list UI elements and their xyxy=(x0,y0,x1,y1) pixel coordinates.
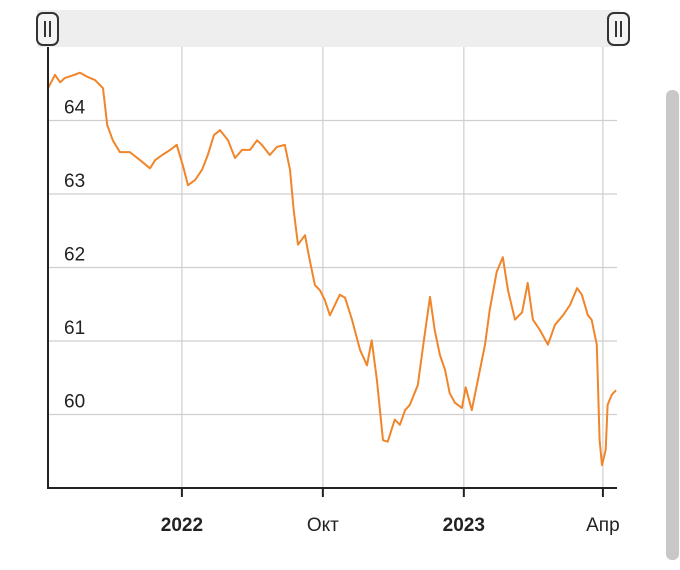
navigator-handle-right[interactable] xyxy=(607,12,630,46)
x-tick-label: 2023 xyxy=(443,515,485,536)
y-tick-label: 61 xyxy=(64,318,85,339)
x-tick-label: Апр xyxy=(586,515,620,536)
x-tick-label: Окт xyxy=(307,515,339,536)
line-series xyxy=(47,71,617,467)
y-tick-label: 63 xyxy=(64,171,85,192)
y-tick-label: 64 xyxy=(64,98,86,119)
x-tick-label: 2022 xyxy=(161,515,203,536)
navigator[interactable] xyxy=(37,10,620,47)
y-tick-label: 60 xyxy=(64,392,85,413)
plot: 60 61 62 63 64 2022 Окт 2023 Апр xyxy=(47,47,620,536)
y-tick-label: 62 xyxy=(64,245,85,266)
scrollbar[interactable] xyxy=(666,90,679,560)
navigator-handle-left[interactable] xyxy=(36,12,59,46)
